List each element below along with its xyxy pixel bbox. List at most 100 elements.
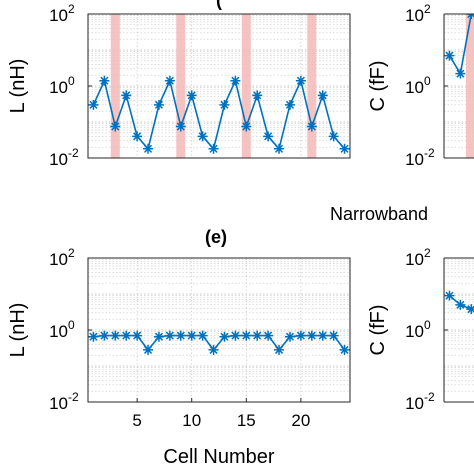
data-point-marker xyxy=(252,90,263,101)
y-tick-exponent: -2 xyxy=(68,146,79,160)
highlight-band xyxy=(176,14,186,158)
series-line xyxy=(92,78,346,151)
data-series xyxy=(444,14,474,79)
data-point-marker xyxy=(164,75,175,86)
data-point-marker xyxy=(230,75,241,86)
x-tick-label: 5 xyxy=(132,411,141,430)
data-point-marker xyxy=(208,344,219,355)
y-axis-label: C (fF) xyxy=(367,304,389,355)
data-point-marker xyxy=(88,99,99,110)
y-tick-exponent: 2 xyxy=(424,2,431,16)
y-tick-exponent: -2 xyxy=(424,146,435,160)
data-point-marker xyxy=(186,330,197,341)
data-point-marker xyxy=(197,330,208,341)
highlight-band xyxy=(110,14,120,158)
y-tick-exponent: -2 xyxy=(424,390,435,404)
y-tick-label: 10 xyxy=(405,250,424,269)
data-point-marker xyxy=(121,90,132,101)
data-point-marker xyxy=(241,330,252,341)
x-tick-label: 15 xyxy=(237,411,256,430)
data-point-marker xyxy=(295,330,306,341)
y-tick-label: 10 xyxy=(405,322,424,341)
y-tick-label: 10 xyxy=(49,78,68,97)
data-point-marker xyxy=(132,330,143,341)
y-tick-exponent: 2 xyxy=(68,246,75,260)
x-axis-label: Cell Number xyxy=(163,446,274,468)
data-series xyxy=(88,330,350,355)
data-point-marker xyxy=(230,330,241,341)
y-tick-exponent: 0 xyxy=(68,318,75,332)
data-point-marker xyxy=(252,330,263,341)
data-point-marker xyxy=(99,330,110,341)
highlight-band xyxy=(307,14,317,158)
data-point-marker xyxy=(466,304,474,315)
y-axis-label: L (nH) xyxy=(7,303,29,358)
data-point-marker xyxy=(132,131,143,142)
data-point-marker xyxy=(328,131,339,142)
y-axis-label: L (nH) xyxy=(7,59,29,114)
y-tick-label: 10 xyxy=(405,394,424,413)
data-point-marker xyxy=(444,50,455,61)
data-point-marker xyxy=(328,330,339,341)
data-point-marker xyxy=(306,330,317,341)
data-point-marker xyxy=(455,299,466,310)
data-point-marker xyxy=(263,330,274,341)
highlight-bands xyxy=(110,14,317,158)
y-tick-label: 10 xyxy=(49,150,68,169)
highlight-band xyxy=(241,14,251,158)
y-tick-exponent: 0 xyxy=(424,74,431,88)
data-point-marker xyxy=(274,143,285,154)
data-series xyxy=(88,75,350,154)
data-point-marker xyxy=(110,330,121,341)
data-point-marker xyxy=(143,143,154,154)
x-tick-label: 10 xyxy=(182,411,201,430)
data-point-marker xyxy=(110,121,121,132)
y-tick-label: 10 xyxy=(405,78,424,97)
x-ticks: 5 10 15 20 xyxy=(132,398,310,430)
data-point-marker xyxy=(153,331,164,342)
grid xyxy=(444,259,474,402)
grid xyxy=(88,258,350,402)
data-point-marker xyxy=(186,90,197,101)
y-tick-label: 10 xyxy=(49,250,68,269)
data-point-marker xyxy=(295,75,306,86)
data-point-marker xyxy=(143,344,154,355)
x-tick-label: 20 xyxy=(291,411,310,430)
y-tick-exponent: 0 xyxy=(424,318,431,332)
data-point-marker xyxy=(164,330,175,341)
data-point-marker xyxy=(455,68,466,79)
data-point-marker xyxy=(284,331,295,342)
data-point-marker xyxy=(444,290,455,301)
panel-title: ( xyxy=(216,0,222,10)
data-point-marker xyxy=(274,344,285,355)
data-point-marker xyxy=(263,131,274,142)
data-point-marker xyxy=(175,121,186,132)
grid xyxy=(88,14,350,158)
y-tick-label: 10 xyxy=(405,150,424,169)
y-tick-exponent: 2 xyxy=(424,246,431,260)
data-point-marker xyxy=(219,99,230,110)
narrowband-annotation: Narrowband xyxy=(330,204,428,224)
data-point-marker xyxy=(208,143,219,154)
y-tick-label: 10 xyxy=(49,394,68,413)
data-point-marker xyxy=(317,90,328,101)
y-tick-label: 10 xyxy=(49,322,68,341)
data-point-marker xyxy=(317,330,328,341)
y-tick-label: 10 xyxy=(405,6,424,25)
y-tick-exponent: 2 xyxy=(68,2,75,16)
data-point-marker xyxy=(99,75,110,86)
data-series xyxy=(444,290,474,315)
y-tick-label: 10 xyxy=(49,6,68,25)
y-tick-exponent: -2 xyxy=(68,390,79,404)
data-point-marker xyxy=(306,121,317,132)
data-point-marker xyxy=(153,99,164,110)
data-point-marker xyxy=(175,330,186,341)
